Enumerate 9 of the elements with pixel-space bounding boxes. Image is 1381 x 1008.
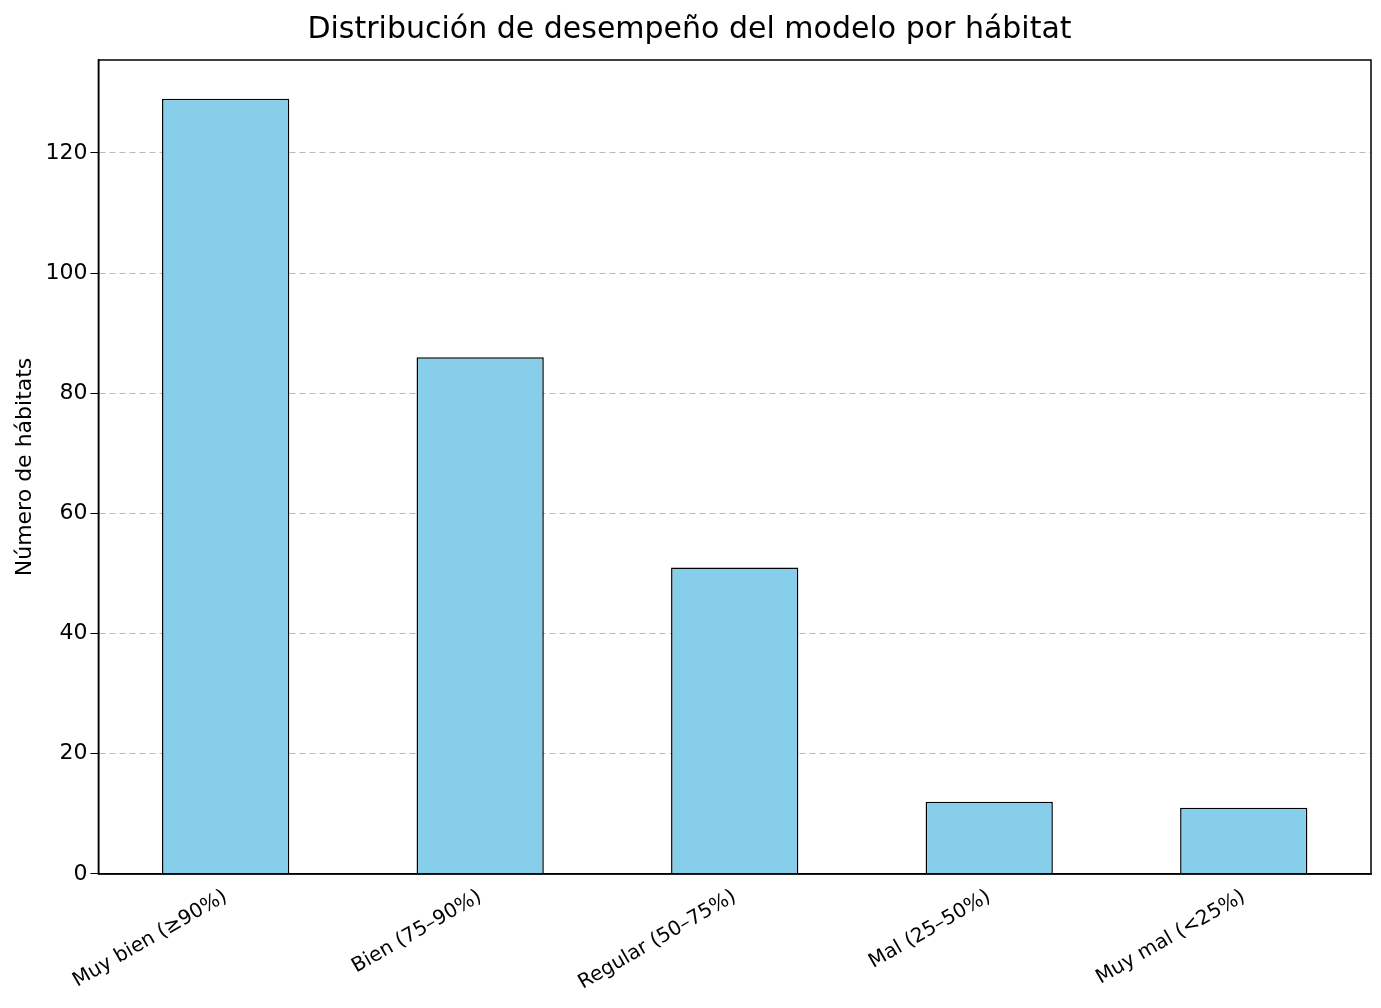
y-tick-label: 0 <box>73 859 88 885</box>
chart-title: Distribución de desempeño del modelo por hábitat <box>307 9 1072 45</box>
y-tick-label: 100 <box>45 258 88 284</box>
y-tick-label: 20 <box>59 739 88 765</box>
y-axis-title: Número de hábitats <box>10 357 36 577</box>
y-tick-label: 60 <box>59 499 88 525</box>
y-tick-label: 40 <box>59 619 88 645</box>
y-tick-label: 120 <box>45 138 88 164</box>
y-tick-label: 80 <box>59 378 88 404</box>
